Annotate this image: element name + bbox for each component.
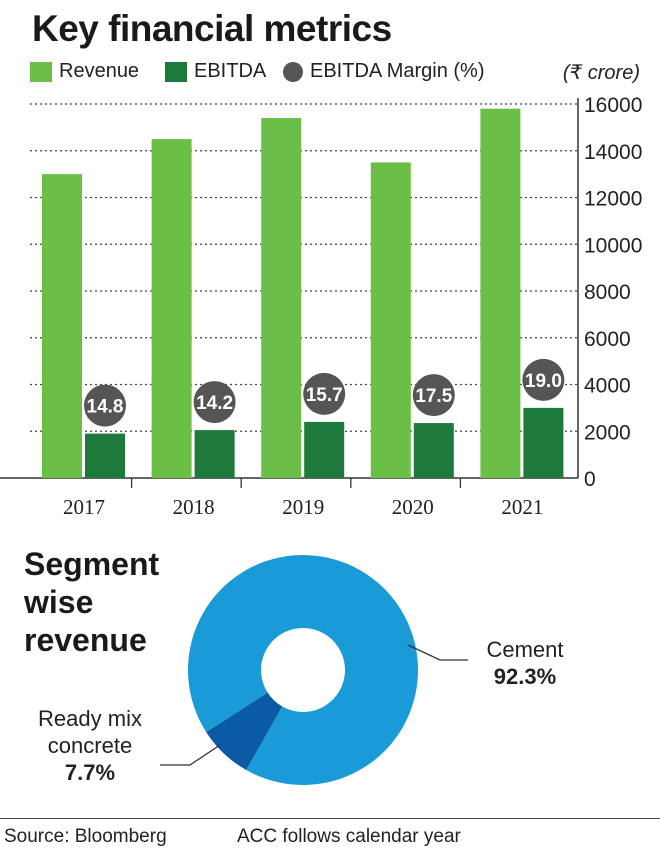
- legend-item-margin: EBITDA Margin (%): [283, 60, 484, 83]
- margin-marker: [84, 384, 126, 427]
- legend-label-revenue: Revenue: [59, 60, 140, 82]
- cement-slice: [187, 555, 418, 785]
- footer-source: Source: Bloomberg: [4, 826, 167, 847]
- y-tick-label: 2000: [584, 421, 631, 444]
- rmc-label-line-2: concrete: [47, 733, 133, 758]
- donut-chart: [160, 555, 468, 785]
- y-tick-label: 4000: [584, 375, 631, 398]
- y-tick-label: 14000: [584, 141, 642, 164]
- revenue-bar: [370, 162, 411, 478]
- footer-divider: [0, 818, 660, 819]
- segment-title-line-3: revenue: [24, 622, 147, 658]
- rmc-slice: [206, 692, 283, 770]
- x-tick-label: 2019: [282, 495, 324, 519]
- ebitda-bar: [523, 407, 564, 478]
- margin-label: 14.2: [196, 393, 233, 414]
- cement-leader-line: [407, 644, 468, 661]
- unit-label: (₹ crore): [562, 62, 640, 84]
- margin-marker: [193, 381, 236, 424]
- segment-title-line-2: wise: [24, 584, 94, 620]
- cement-label: Cement 92.3%: [470, 636, 580, 690]
- bar-chart: 0 2000 4000 6000 8000 10000 12000 14000 16000 14.…: [0, 94, 642, 519]
- y-tick-label: 8000: [584, 281, 631, 304]
- rmc-label-line-1: Ready mix: [38, 706, 142, 731]
- margin-label: 19.0: [525, 371, 562, 392]
- y-tick-label: 6000: [584, 328, 631, 351]
- ebitda-swatch: [165, 61, 187, 82]
- ebitda-bar: [85, 433, 125, 478]
- rmc-value: 7.7%: [64, 760, 116, 785]
- margin-label: 15.7: [306, 385, 343, 406]
- margin-marker: [522, 358, 565, 401]
- cement-value: 92.3%: [493, 664, 557, 689]
- rmc-leader-line: [160, 744, 221, 766]
- legend-label-ebitda: EBITDA: [194, 60, 267, 82]
- y-tick-label: 12000: [584, 188, 642, 211]
- ebitda-bar: [194, 430, 235, 478]
- revenue-bar: [42, 174, 82, 478]
- revenue-bar: [480, 108, 521, 479]
- legend-item-ebitda: EBITDA: [165, 60, 266, 83]
- y-tick-label: 16000: [584, 94, 642, 117]
- chart-title: Key financial metrics: [32, 8, 392, 49]
- segment-title-line-1: Segment: [24, 546, 160, 582]
- margin-label: 17.5: [415, 386, 452, 407]
- y-tick-label: 10000: [584, 234, 642, 257]
- cement-label-text: Cement: [486, 637, 564, 662]
- footer-note: ACC follows calendar year: [237, 826, 461, 847]
- margin-swatch: [283, 61, 303, 82]
- ebitda-bar: [413, 423, 454, 478]
- ebitda-bar: [304, 421, 345, 478]
- revenue-bar: [151, 139, 192, 478]
- margin-marker: [303, 372, 346, 415]
- x-tick-label: 2020: [392, 495, 434, 519]
- y-tick-label: 0: [584, 468, 596, 491]
- x-tick-label: 2018: [173, 495, 215, 519]
- x-tick-label: 2017: [63, 495, 105, 519]
- revenue-swatch: [30, 61, 52, 82]
- margin-marker: [412, 374, 455, 417]
- legend-item-revenue: Revenue: [30, 60, 139, 83]
- legend-label-margin: EBITDA Margin (%): [310, 60, 485, 82]
- revenue-bar: [261, 118, 302, 479]
- margin-label: 14.8: [87, 397, 124, 418]
- segment-title: Segment wise revenue: [24, 545, 159, 659]
- rmc-label: Ready mix concrete 7.7%: [20, 705, 160, 786]
- legend: Revenue EBITDA EBITDA Margin (%) (₹ cror…: [30, 60, 650, 88]
- x-tick-label: 2021: [501, 495, 543, 519]
